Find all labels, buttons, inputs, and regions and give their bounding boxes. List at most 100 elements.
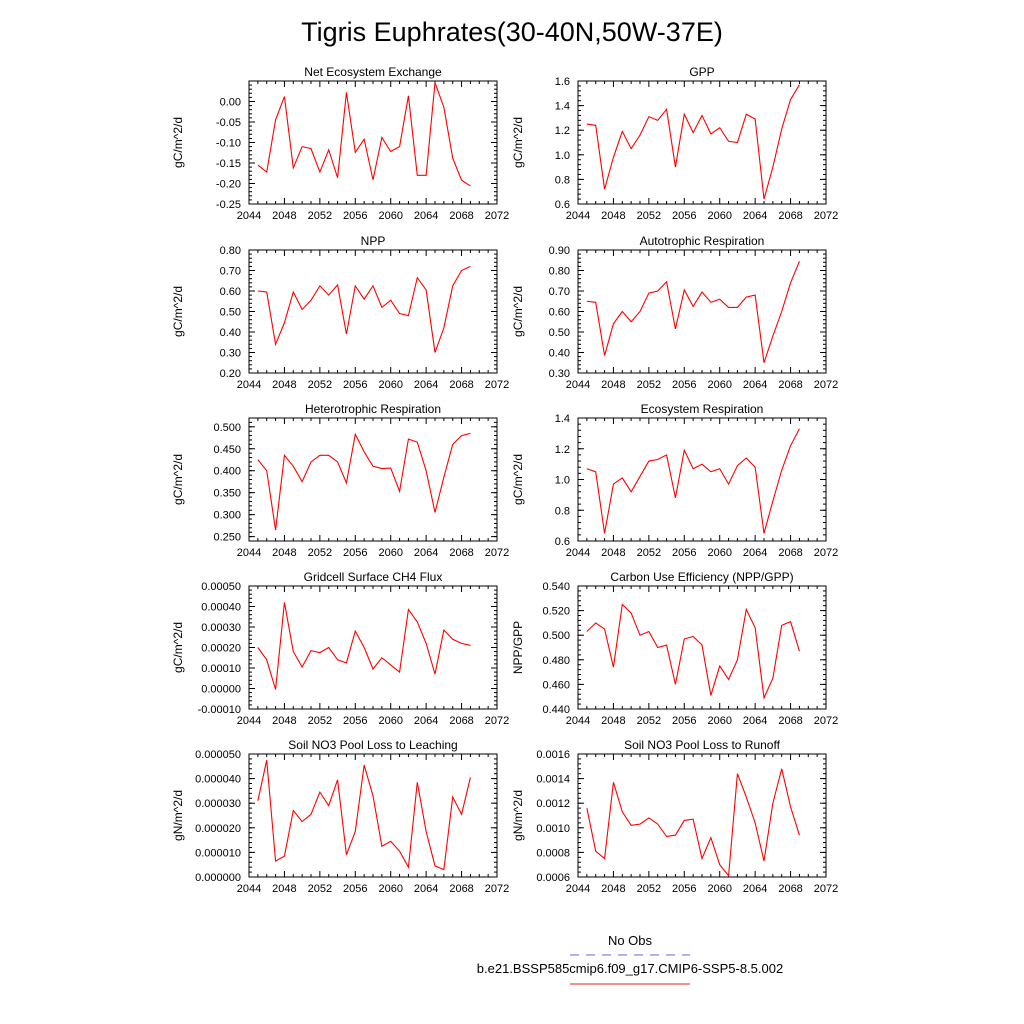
x-tick-label: 2056 — [672, 883, 696, 895]
y-tick-label: 0.00030 — [201, 622, 241, 634]
y-tick-label: 0.00050 — [201, 581, 241, 593]
x-tick-label: 2068 — [449, 379, 473, 391]
x-tick-label: 2052 — [637, 210, 661, 222]
x-tick-label: 2056 — [343, 883, 367, 895]
y-tick-label: 0.60 — [220, 286, 241, 298]
x-tick-label: 2064 — [743, 547, 767, 559]
x-tick-label: 2052 — [308, 547, 332, 559]
y-tick-label: 0.60 — [549, 307, 570, 319]
y-tick-label: 0.000000 — [195, 872, 241, 884]
legend-label-no-obs: No Obs — [608, 933, 653, 948]
y-tick-label: -0.25 — [216, 199, 241, 211]
y-tick-label: 0.0014 — [536, 774, 570, 786]
x-tick-label: 2072 — [485, 547, 509, 559]
y-tick-label: 0.70 — [220, 266, 241, 278]
y-tick-label: 0.00010 — [201, 663, 241, 675]
x-tick-label: 2044 — [566, 547, 590, 559]
x-tick-label: 2072 — [485, 210, 509, 222]
x-tick-label: 2048 — [601, 883, 625, 895]
y-tick-label: -0.05 — [216, 117, 241, 129]
y-tick-label: 0.00 — [220, 97, 241, 109]
panel-title: Autotrophic Respiration — [640, 234, 765, 248]
y-tick-label: 0.520 — [542, 606, 570, 618]
y-tick-label: 0.00040 — [201, 602, 241, 614]
series-line — [257, 265, 471, 353]
x-tick-label: 2044 — [566, 379, 590, 391]
y-tick-label: 0.0012 — [536, 798, 570, 810]
y-axis-label: gC/m^2/d — [171, 622, 185, 673]
y-tick-label: 1.6 — [555, 76, 570, 88]
panel-title: Ecosystem Respiration — [641, 402, 764, 416]
x-tick-label: 2060 — [707, 379, 731, 391]
x-tick-label: 2044 — [237, 379, 261, 391]
chart-panel: Soil NO3 Pool Loss to Runoff gN/m^2/d 2044… — [511, 738, 838, 895]
x-tick-label: 2072 — [485, 883, 509, 895]
chart-panel: Carbon Use Efficiency (NPP/GPP) NPP/GPP 20… — [511, 570, 838, 727]
x-tick-label: 2048 — [601, 547, 625, 559]
plot-frame — [577, 417, 827, 542]
x-tick-label: 2056 — [672, 379, 696, 391]
y-tick-label: 0.0008 — [536, 847, 570, 859]
x-tick-label: 2048 — [272, 715, 296, 727]
x-tick-label: 2064 — [743, 883, 767, 895]
y-axis-label: gC/m^2/d — [511, 117, 525, 168]
y-tick-label: 0.50 — [220, 307, 241, 319]
x-tick-label: 2052 — [308, 883, 332, 895]
x-tick-label: 2052 — [637, 379, 661, 391]
y-axis-label: NPP/GPP — [511, 621, 525, 674]
x-tick-label: 2064 — [743, 210, 767, 222]
x-tick-label: 2068 — [449, 210, 473, 222]
y-tick-label: 0.450 — [213, 444, 241, 456]
panel-title: NPP — [361, 234, 386, 248]
x-tick-label: 2064 — [414, 210, 438, 222]
y-tick-label: 0.0016 — [536, 749, 570, 761]
y-tick-label: 0.440 — [542, 704, 570, 716]
series-line — [586, 84, 800, 200]
y-tick-label: 0.460 — [542, 679, 570, 691]
x-tick-label: 2060 — [707, 883, 731, 895]
x-tick-label: 2048 — [601, 715, 625, 727]
series-line — [586, 768, 800, 878]
x-tick-label: 2072 — [814, 547, 838, 559]
x-tick-label: 2048 — [601, 379, 625, 391]
x-tick-label: 2068 — [449, 547, 473, 559]
y-tick-label: 0.8 — [555, 505, 570, 517]
series-line — [586, 261, 800, 363]
x-tick-label: 2044 — [237, 547, 261, 559]
x-tick-label: 2044 — [237, 210, 261, 222]
panel-title: GPP — [689, 65, 714, 79]
y-tick-label: 0.00020 — [201, 643, 241, 655]
x-tick-label: 2052 — [637, 547, 661, 559]
x-tick-label: 2052 — [637, 715, 661, 727]
y-axis-label: gN/m^2/d — [511, 790, 525, 841]
panel-title: Gridcell Surface CH4 Flux — [304, 570, 443, 584]
x-tick-label: 2048 — [272, 883, 296, 895]
plot-frame — [248, 417, 498, 542]
x-tick-label: 2060 — [707, 715, 731, 727]
y-tick-label: 1.2 — [555, 444, 570, 456]
x-tick-label: 2060 — [378, 379, 402, 391]
x-tick-label: 2056 — [343, 210, 367, 222]
y-tick-label: 0.000040 — [195, 774, 241, 786]
y-axis-label: gC/m^2/d — [171, 454, 185, 505]
x-tick-label: 2072 — [814, 883, 838, 895]
y-tick-label: 0.000050 — [195, 749, 241, 761]
x-tick-label: 2060 — [707, 547, 731, 559]
x-tick-label: 2052 — [308, 210, 332, 222]
y-axis-label: gC/m^2/d — [171, 286, 185, 337]
y-tick-label: 1.0 — [555, 150, 570, 162]
y-tick-label: -0.00010 — [198, 704, 241, 716]
x-tick-label: 2068 — [778, 883, 802, 895]
y-tick-label: 0.250 — [213, 532, 241, 544]
plot-frame — [248, 249, 498, 374]
x-tick-label: 2064 — [414, 715, 438, 727]
x-tick-label: 2056 — [672, 715, 696, 727]
y-tick-label: -0.20 — [216, 179, 241, 191]
y-tick-label: 0.540 — [542, 581, 570, 593]
x-tick-label: 2044 — [566, 210, 590, 222]
x-tick-label: 2068 — [778, 379, 802, 391]
plot-frame — [248, 585, 498, 710]
x-tick-label: 2044 — [237, 715, 261, 727]
series-line — [586, 428, 800, 534]
x-tick-label: 2060 — [378, 883, 402, 895]
